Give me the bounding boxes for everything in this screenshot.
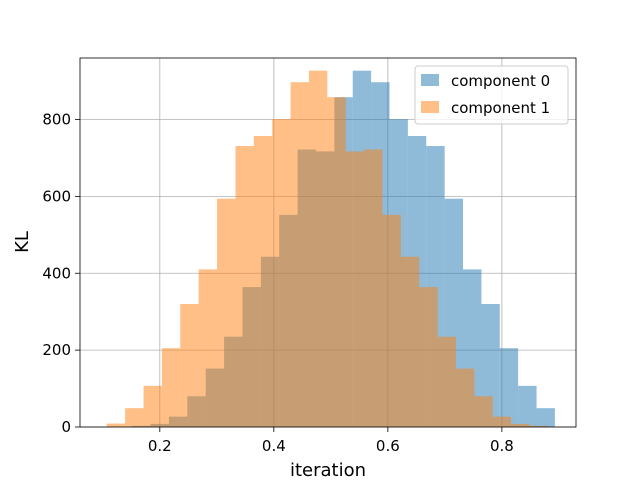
histogram-bar [455,368,475,427]
x-tick-label: 0.2 [148,437,172,455]
legend-swatch-component-1 [421,101,439,113]
y-axis: 0 200 400 600 800 [42,111,80,436]
histogram-bar [518,385,537,427]
histogram-bar [419,287,438,427]
x-axis-label: iteration [290,460,366,480]
histogram-bar [536,408,555,427]
histogram-bar [161,348,181,427]
y-tick-label: 800 [42,111,71,129]
histogram-bar [217,198,236,427]
x-tick-label: 0.4 [262,437,286,455]
y-axis-label: KL [12,231,33,253]
series-1-bars [106,70,548,428]
histogram-bar [474,396,493,427]
x-tick-label: 0.8 [490,437,514,455]
histogram-bar [290,82,309,427]
histogram-bar [180,304,199,427]
legend-swatch-component-0 [421,74,439,86]
histogram-bar [345,151,365,427]
y-tick-label: 200 [42,341,71,359]
histogram-bar [382,214,401,427]
histogram-bar [253,136,273,427]
y-tick-label: 600 [42,187,71,205]
histogram-bar [125,408,144,427]
histogram-bar [499,348,519,427]
histogram-bar [198,269,218,427]
legend: component 0 component 1 [414,65,569,125]
histogram-bar [437,336,456,427]
legend-box [414,65,569,125]
histogram-bars [106,70,555,428]
legend-label-component-0: component 0 [451,72,550,90]
histogram-bar [143,385,162,427]
y-tick-label: 0 [61,418,71,436]
x-tick-label: 0.6 [376,437,400,455]
histogram-bar [327,97,346,428]
histogram-bar [364,149,383,427]
plot-frame [79,57,577,428]
histogram-bar [529,425,548,427]
histogram-bar [492,416,512,427]
histogram-bar [106,423,126,427]
histogram-bar [235,146,254,427]
histogram-bar [272,119,291,427]
histogram-bar [400,256,420,427]
histogram-bar [511,423,530,427]
x-axis: 0.2 0.4 0.6 0.8 [148,427,514,455]
legend-label-component-1: component 1 [451,99,550,117]
y-tick-label: 400 [42,264,71,282]
histogram-bar [308,70,328,427]
